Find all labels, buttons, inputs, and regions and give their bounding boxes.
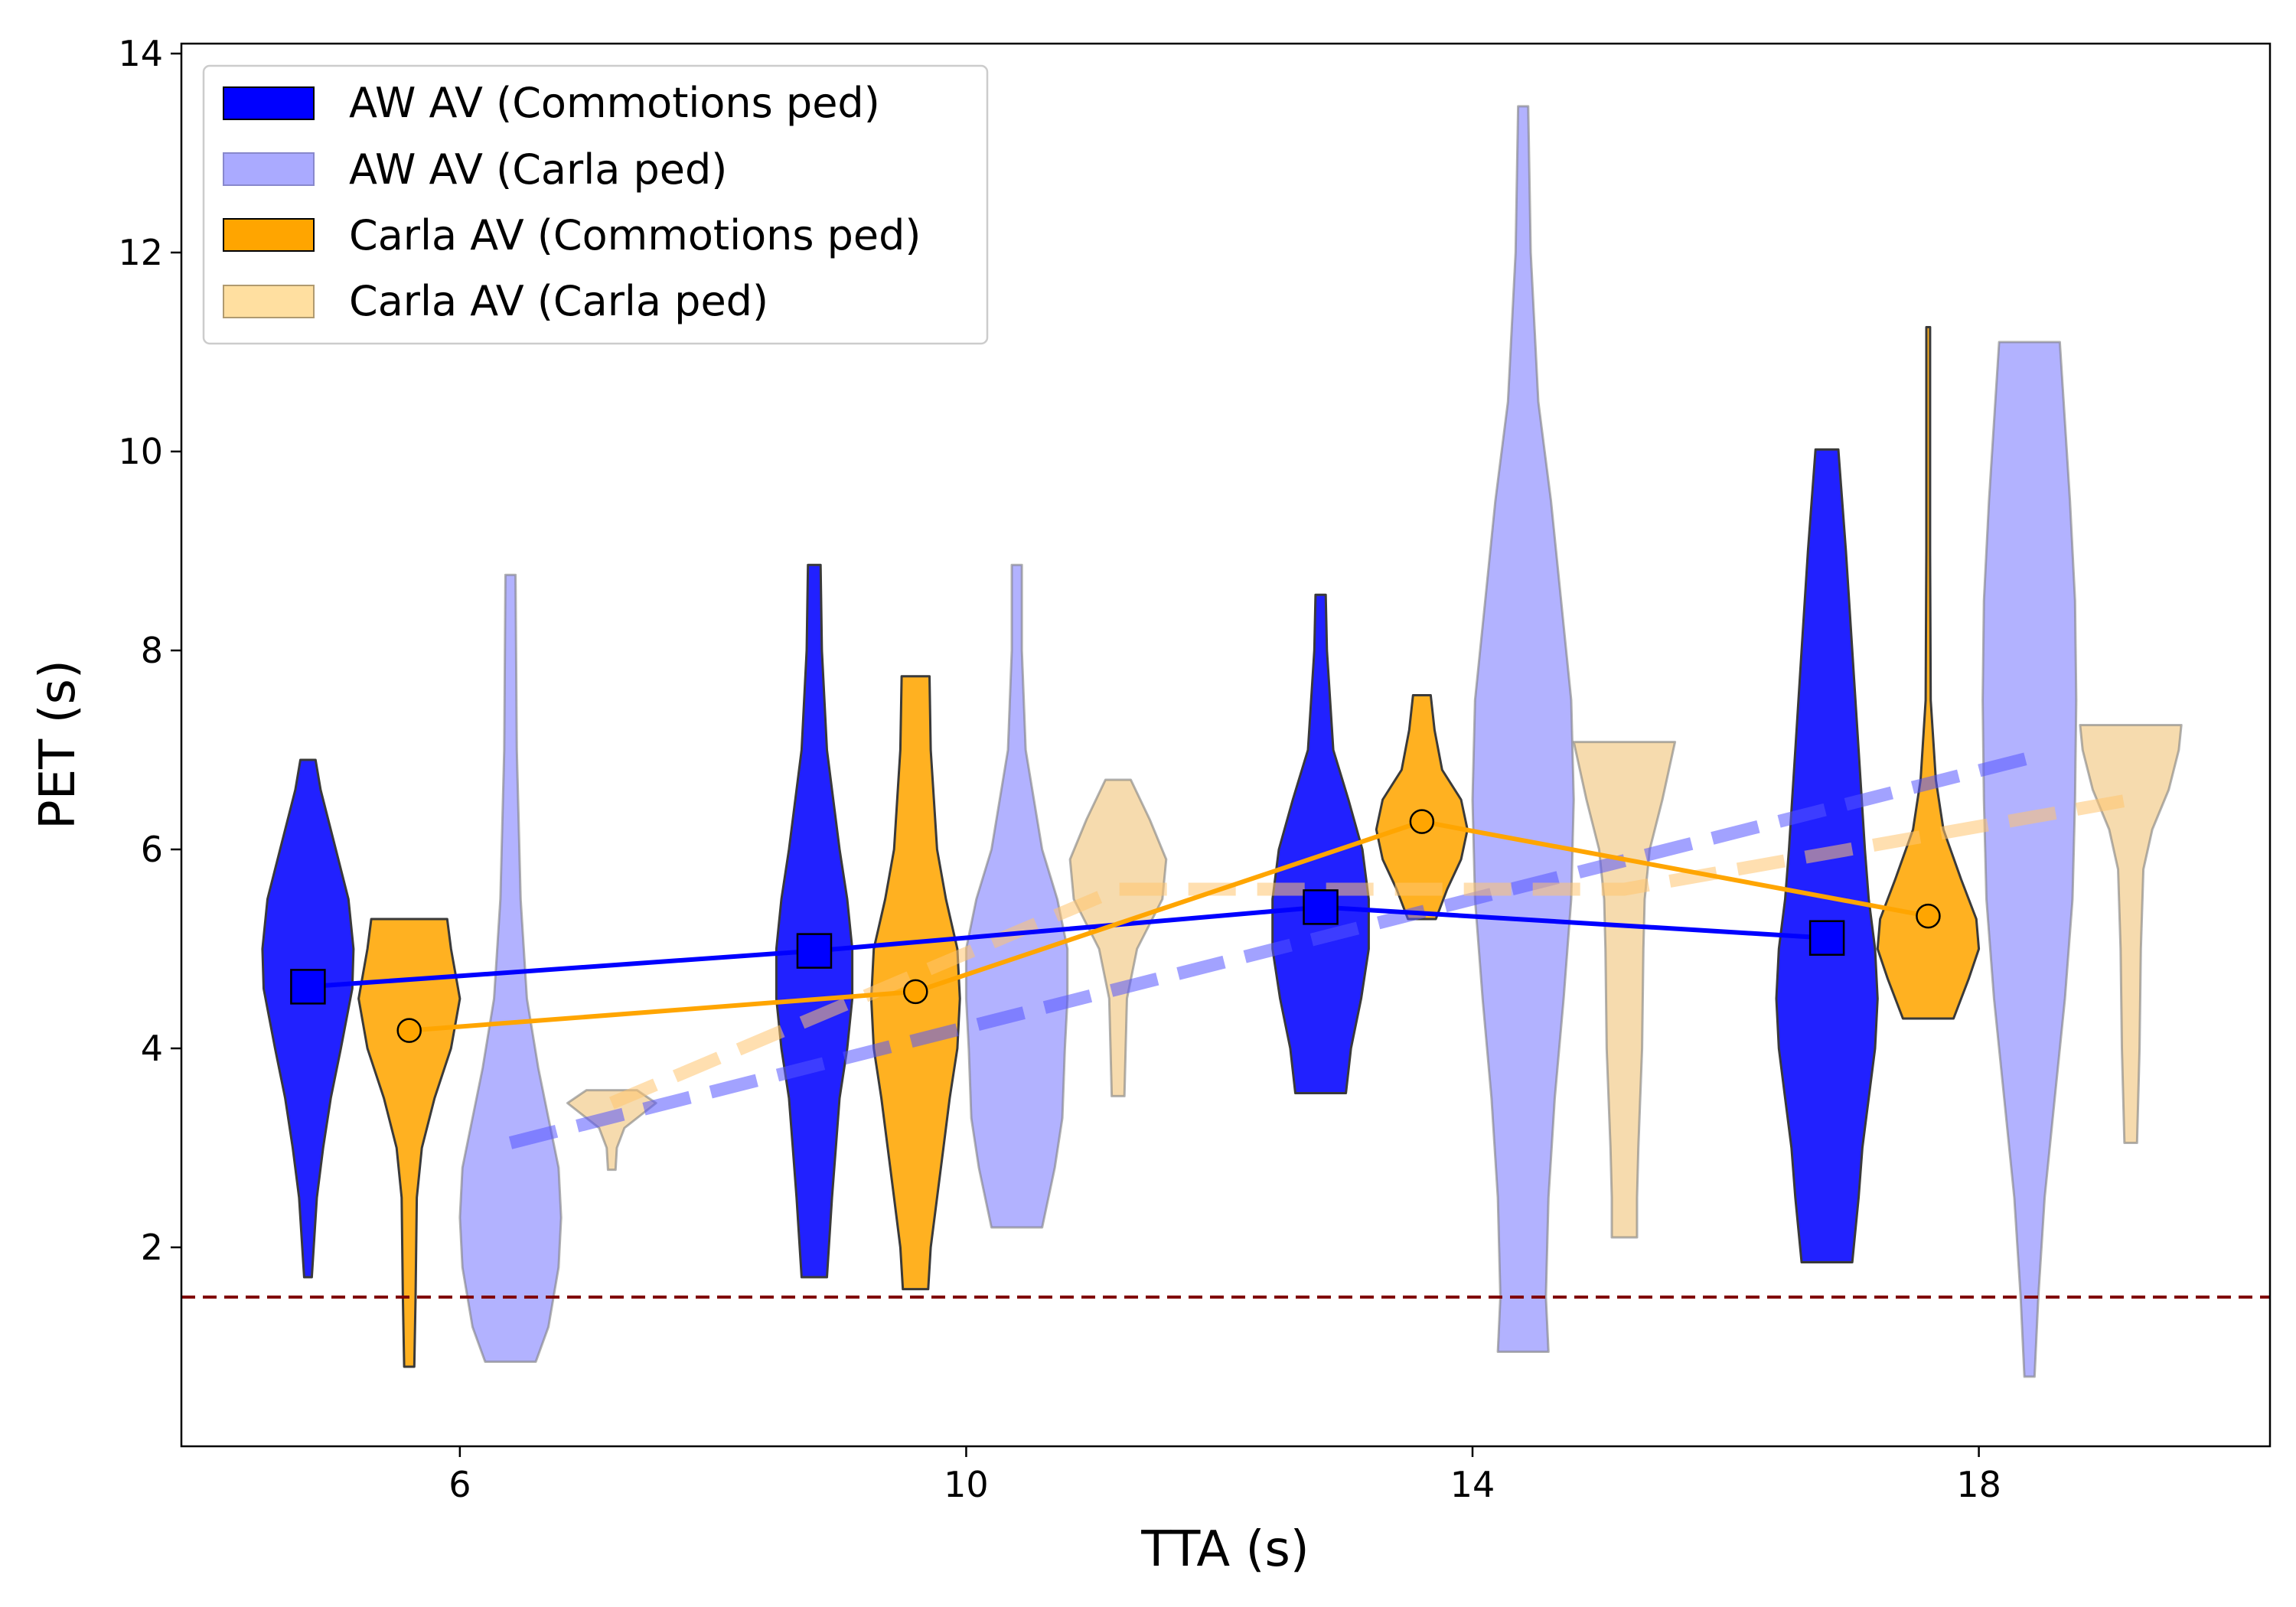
violin-carla-av-carla-ped-14 [1572,741,1677,1239]
trend-line-carla-av-carla-ped [608,793,2132,1110]
y-tick-label-4: 4 [141,1028,163,1069]
plot-frame [180,42,2272,1448]
violin-carla-av-commotions-ped-8 [357,918,461,1368]
x-tick-label-18: 18 [1956,1464,2001,1505]
violin-aw-av-commotions-ped-1 [775,563,854,1279]
mean-marker-carla-av-commotions-ped-2 [1409,809,1435,834]
legend-label-aw-carla: AW AV (Carla ped) [349,145,727,194]
violin-aw-av-carla-ped-5 [964,563,1069,1229]
legend-swatch-aw-carla [223,152,315,186]
violin-carla-av-carla-ped-15 [2079,724,2183,1144]
violin-carla-av-commotions-ped-11 [1876,326,1981,1020]
mean-marker-aw-av-commotions-ped-1 [796,933,833,969]
mean-marker-carla-av-commotions-ped-0 [396,1018,422,1043]
violin-aw-av-carla-ped-7 [1981,341,2078,1378]
x-tick-label-14: 14 [1450,1464,1495,1505]
mean-marker-carla-av-commotions-ped-3 [1916,903,1941,929]
mean-marker-aw-av-commotions-ped-2 [1303,889,1339,925]
axes-layer: 6 10 14 18 2 4 6 8 10 12 14 [118,33,2001,1505]
x-tick-label-10: 10 [944,1464,989,1505]
legend-frame [202,64,989,345]
violin-carla-av-carla-ped-13 [1068,778,1168,1097]
legend-label-aw-commotions: AW AV (Commotions ped) [349,79,880,127]
legend-swatch-carla-commotions [223,218,315,252]
violin-aw-av-carla-ped-6 [1471,105,1575,1353]
violin-carla-av-carla-ped-12 [566,1089,657,1172]
mean-line-carla-av-commotions-ped [409,819,1929,1033]
mean-marker-aw-av-commotions-ped-0 [290,969,326,1005]
y-tick-label-12: 12 [118,232,163,273]
trend-line-aw-av-carla-ped [508,751,2031,1149]
legend-label-carla-carla: Carla AV (Carla ped) [349,277,768,325]
plot-layer [181,105,2270,1378]
y-tick-label-10: 10 [118,431,163,472]
legend: AW AV (Commotions ped) AW AV (Carla ped)… [202,64,989,345]
violin-carla-av-commotions-ped-10 [1375,694,1469,921]
y-tick-label-8: 8 [141,630,163,671]
y-tick-label-6: 6 [141,829,163,870]
y-tick-label-2: 2 [141,1227,163,1268]
legend-label-carla-commotions: Carla AV (Commotions ped) [349,211,921,259]
violin-aw-av-commotions-ped-2 [1271,593,1370,1094]
x-axis-label: TTA (s) [1140,1521,1309,1578]
y-axis-label: PET (s) [30,660,86,830]
legend-swatch-aw-commotions [223,86,315,120]
x-tick-label-6: 6 [448,1464,471,1505]
mean-marker-carla-av-commotions-ped-1 [903,979,928,1005]
mean-line-aw-av-commotions-ped [308,905,1828,989]
y-tick-label-14: 14 [118,33,163,74]
legend-swatch-carla-carla [223,285,315,318]
violin-aw-av-commotions-ped-0 [261,758,355,1279]
violin-aw-av-carla-ped-4 [458,573,563,1363]
mean-marker-aw-av-commotions-ped-3 [1808,920,1845,956]
